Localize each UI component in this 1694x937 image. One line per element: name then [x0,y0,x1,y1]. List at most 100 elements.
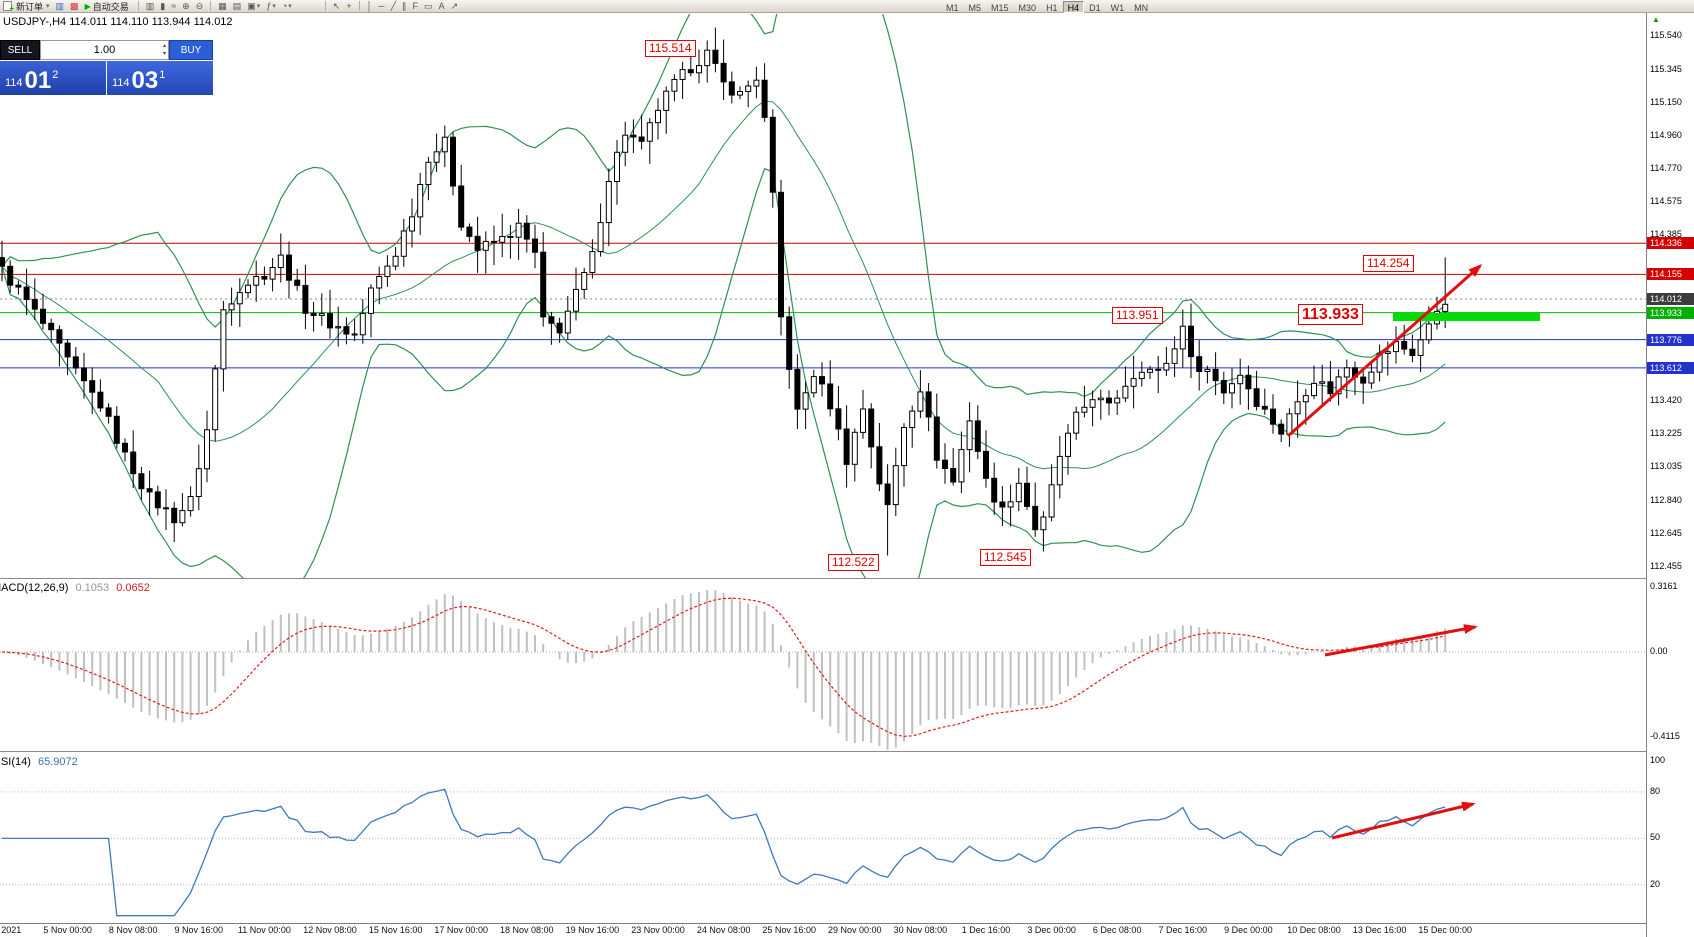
play-icon: ▶ [84,1,91,11]
timeframe-h4-button[interactable]: H4 [1062,0,1085,13]
zoom-in-button[interactable]: ⊕ [179,0,193,13]
spinner-down-icon[interactable]: ▾ [162,51,166,57]
arrows-tool-button[interactable]: ↗ [448,0,462,13]
highlight-bar[interactable] [1393,313,1540,321]
fibonacci-button[interactable]: F [410,0,422,13]
vertical-line-icon: │ [366,0,373,11]
indicators-button[interactable]: ƒ ▾ [263,0,279,13]
price-scale[interactable]: 115.540 115.345 115.150 114.960 114.770 114.5… [1646,13,1694,937]
profiles-button[interactable]: ▩ [67,0,82,13]
cursor-button[interactable]: ↖ [330,0,344,13]
trendline-button[interactable]: ╱ [388,0,399,13]
time-axis-label: 12 Nov 08:00 [303,925,357,935]
trendline-icon: ╱ [390,0,397,11]
timeframe-m1-button[interactable]: M1 [946,2,959,13]
candle-chart-button[interactable]: ▮ [157,0,168,13]
timeframe-d1-button[interactable]: D1 [1089,2,1101,13]
toolbar-separator [324,1,326,11]
chart-window-button[interactable]: ▥ [53,0,68,13]
timeframe-m30-button[interactable]: M30 [1018,2,1037,13]
time-axis-label: 10 Dec 08:00 [1287,925,1341,935]
shapes-button[interactable]: ▭ [421,0,436,13]
channel-button[interactable]: ∥ [399,0,410,13]
trend-arrow[interactable] [1324,624,1478,657]
chevron-down-icon: ▾ [272,3,276,10]
cascade-windows-button[interactable]: ▤ [230,0,245,13]
templates-button[interactable]: ▣ ▾ [244,0,263,13]
price-scale-badge: 113.776 [1647,333,1694,346]
time-axis[interactable]: Nov 2021 5 Nov 00:00 8 Nov 08:00 9 Nov 16:0… [0,923,1646,937]
rsi-line [2,788,1446,917]
main-toolbar: + 新订单 ▾ ▥ ▩ ▶ 自动交易 ▥ ▮ ≈ ⊕ ⊖ ▦ ▤ ▣ ▾ ƒ ▾ ◔… [0,0,1694,13]
time-axis-label: 5 Nov 00:00 [43,925,92,935]
chevron-down-icon: ▾ [288,3,292,10]
text-tool-button[interactable]: A [436,0,448,13]
one-click-trading-panel: SELL 1.00 ▴ ▾ BUY 114 01 2 114 03 1 [0,40,213,95]
tile-windows-button[interactable]: ▦ [215,0,230,13]
horizontal-line-button[interactable]: ─ [375,0,387,13]
scale-tick-label: -0.4115 [1650,730,1680,741]
price-annotation-label[interactable]: 114.254 [1363,255,1414,272]
time-axis-label: 6 Dec 08:00 [1092,925,1142,935]
zoom-out-icon: ⊖ [195,0,204,11]
macd-name: MACD(12,26,9) [0,582,69,594]
scale-tick-label: 113.225 [1650,428,1682,439]
panel-divider[interactable] [0,578,1694,579]
line-chart-button[interactable]: ≈ [168,0,179,13]
bar-chart-button[interactable]: ▥ [143,0,158,13]
macd-label: MACD(12,26,9) 0.1053 0.0652 [0,582,150,594]
channel-icon: ∥ [402,0,407,11]
buy-button[interactable]: BUY [169,40,213,60]
price-annotation-label[interactable]: 115.514 [645,40,696,57]
chart-window-icon: ▥ [55,0,65,11]
time-axis-label: 30 Nov 08:00 [893,925,948,935]
zoom-out-button[interactable]: ⊖ [193,0,207,13]
rsi-label: RSI(14) 65.9072 [0,756,78,768]
sell-price-whole: 114 [5,77,23,89]
trend-arrow[interactable] [1287,264,1483,438]
templates-icon: ▣ [247,0,256,11]
sell-price-pips: 01 [24,67,52,94]
panel-divider[interactable] [0,751,1694,752]
crosshair-button[interactable]: + [343,0,354,13]
time-axis-label: 29 Nov 00:00 [828,925,882,935]
indicators-icon: ƒ [266,0,272,11]
chart-canvas[interactable] [0,0,1646,937]
time-axis-label: 8 Nov 08:00 [108,925,158,935]
profiles-icon: ▩ [70,0,79,11]
sell-button[interactable]: SELL [0,40,40,60]
timeframe-m5-button[interactable]: M5 [968,2,982,13]
price-annotation-label[interactable]: 112.522 [828,554,879,571]
time-axis-label: 9 Nov 16:00 [174,925,224,935]
time-axis-label: 25 Nov 16:00 [762,925,816,935]
time-axis-label: 15 Nov 16:00 [368,925,423,935]
scale-tick-label: 100 [1650,755,1666,765]
price-scale-badge: 114.012 [1647,293,1694,305]
sell-price-box[interactable]: 114 01 2 [0,61,106,95]
candle-chart-icon: ▮ [160,0,166,11]
autotrading-button[interactable]: ▶ 自动交易 [82,0,134,13]
price-annotation-label[interactable]: 112.545 [980,549,1031,566]
trend-arrow[interactable] [1331,801,1476,840]
timeframe-h1-button[interactable]: H1 [1046,2,1058,13]
volume-spin-controls[interactable]: ▴ ▾ [163,42,166,58]
buy-price-box[interactable]: 114 03 1 [107,61,213,95]
time-axis-label: 9 Dec 00:00 [1224,925,1273,935]
new-order-button[interactable]: + 新订单 ▾ [0,0,53,13]
autotrading-label: 自动交易 [92,1,129,12]
volume-stepper[interactable]: 1.00 ▴ ▾ [40,40,169,60]
spinner-up-icon[interactable]: ▴ [162,43,166,49]
timeframe-mn-button[interactable]: MN [1134,2,1149,13]
periods-button[interactable]: ◔ ▾ [279,0,295,13]
scale-tick-label: 114.575 [1650,196,1682,207]
chevron-down-icon: ▾ [256,3,261,10]
vertical-line-button[interactable]: │ [364,0,376,13]
crosshair-icon: + [346,0,352,11]
bar-chart-icon: ▥ [145,0,155,11]
time-axis-label: 13 Dec 16:00 [1352,925,1407,935]
timeframe-w1-button[interactable]: W1 [1110,2,1125,13]
price-annotation-label[interactable]: 113.951 [1112,307,1163,324]
price-annotation-label[interactable]: 113.933 [1298,304,1363,325]
timeframe-m15-button[interactable]: M15 [991,2,1009,13]
scale-tick-label: 114.770 [1650,162,1682,173]
